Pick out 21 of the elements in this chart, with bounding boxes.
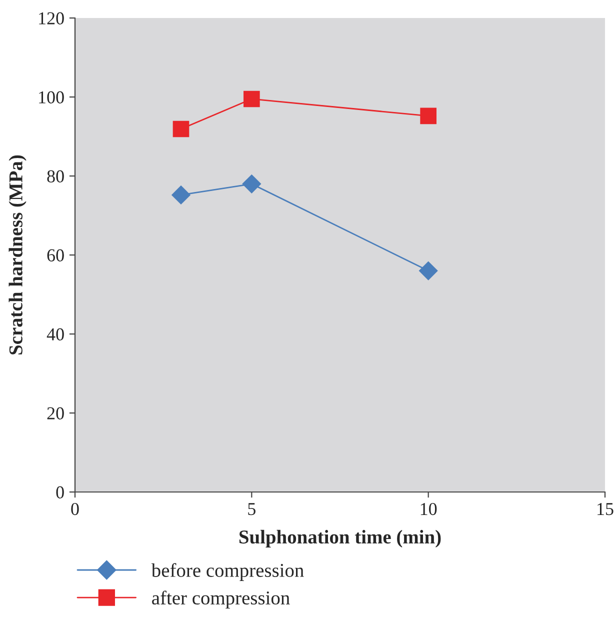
- x-axis-title: Sulphonation time (min): [239, 530, 441, 548]
- x-tick-label: 15: [598, 503, 614, 516]
- y-axis-title: Scratch hardness (MPa): [8, 155, 26, 354]
- point: [172, 186, 190, 204]
- point: [418, 261, 438, 280]
- point: [420, 108, 436, 124]
- y-tick-label: 0: [56, 486, 64, 498]
- x-tick-label: 5: [248, 503, 256, 516]
- point: [172, 120, 190, 138]
- y-tick-label: 40: [46, 328, 64, 340]
- y-tick-label: 20: [47, 407, 64, 420]
- x-tick-label: 0: [71, 502, 79, 516]
- point: [244, 90, 260, 108]
- y-tick-label: 120: [39, 12, 64, 24]
- y-tick-label: 60: [47, 249, 64, 262]
- x-tick-label: 10: [420, 502, 437, 516]
- legend-label: before compression: [151, 563, 304, 581]
- point: [242, 174, 262, 194]
- y-tick-label: 80: [47, 170, 64, 182]
- legend-label: after compression: [152, 590, 290, 608]
- y-tick-label: 100: [39, 91, 64, 104]
